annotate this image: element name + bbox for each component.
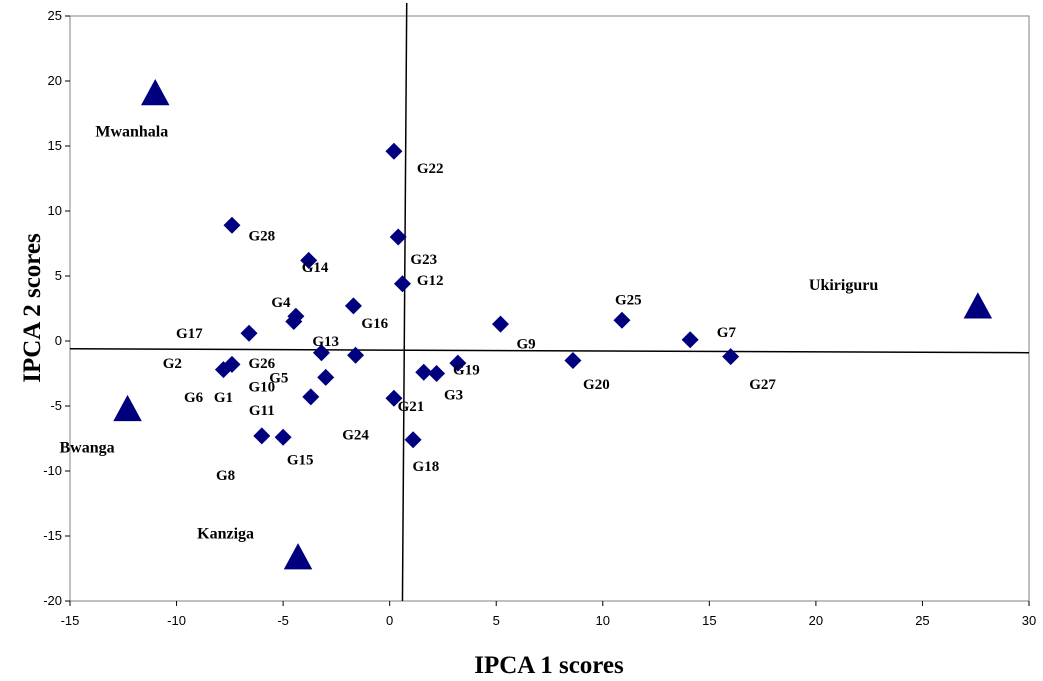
y-tick-label: -10 [43,463,62,478]
genotype-label: G7 [717,325,737,341]
genotype-diamond-marker [300,251,318,269]
environment-triangle-marker [283,543,313,570]
x-tick-label: 15 [702,613,716,628]
environment-label: Kanziga [197,525,254,542]
genotype-diamond-marker [312,344,330,362]
genotype-diamond-marker [317,368,335,386]
genotype-label: G1 [214,390,233,406]
x-tick-label: 10 [596,613,610,628]
y-axis-title: IPCA 2 scores [19,233,46,383]
genotype-label: G22 [417,161,444,177]
genotype-label: G4 [271,295,291,311]
genotype-label: G14 [302,260,329,276]
x-tick-label: 30 [1022,613,1036,628]
x-tick-label: 5 [493,613,500,628]
genotype-diamond-marker [285,313,303,330]
genotype-label: G21 [398,399,425,415]
y-tick-label: -15 [43,528,62,543]
genotype-label: G9 [516,337,535,353]
x-axis-title: IPCA 1 scores [474,652,624,679]
vertical-reference-line [401,2,408,602]
x-tick-label: 25 [915,613,929,628]
genotype-diamond-marker [681,331,699,349]
genotype-diamond-marker [404,431,422,449]
genotype-diamond-marker [223,216,241,234]
genotype-label: G8 [216,468,235,484]
genotype-label: G2 [163,356,182,372]
plot-area [69,15,1030,602]
environment-triangle-marker [113,394,142,422]
genotype-diamond-marker [302,388,320,406]
genotype-diamond-marker [428,365,446,382]
genotype-label: G11 [249,403,275,419]
genotype-label: G3 [444,387,463,403]
genotype-label: G27 [749,377,776,393]
genotype-diamond-marker [240,324,258,342]
y-tick-label: -20 [43,593,62,608]
genotype-diamond-marker [385,389,403,407]
genotype-label: G16 [361,316,388,332]
x-tick-label: -5 [277,613,289,628]
genotype-diamond-marker [449,354,467,372]
y-tick-label: 20 [48,73,62,88]
genotype-label: G5 [269,370,288,386]
genotype-label: G19 [453,363,480,379]
genotype-label: G26 [248,356,275,372]
genotype-label: G24 [342,428,369,444]
genotype-label: G18 [413,459,440,475]
y-tick-label: 10 [48,203,62,218]
y-tick-label: 5 [55,268,62,283]
environment-label: Mwanhala [95,124,168,141]
genotype-diamond-marker [347,346,365,364]
x-tick-label: -10 [167,613,186,628]
horizontal-reference-line [69,348,1030,354]
genotype-label: G15 [287,452,314,468]
genotype-diamond-marker [223,355,241,373]
genotype-label: G23 [410,252,437,268]
environment-label: Ukiriguru [809,277,878,294]
genotype-diamond-marker [253,427,271,445]
environment-label: Bwanga [59,440,114,457]
y-tick-label: -5 [50,398,62,413]
genotype-diamond-marker [491,315,509,333]
y-tick-label: 25 [48,8,62,23]
genotype-diamond-marker [722,348,740,366]
genotype-label: G17 [176,326,203,342]
environment-triangle-marker [963,292,993,319]
x-tick-label: -15 [61,613,80,628]
genotype-diamond-marker [274,428,292,446]
genotype-label: G28 [248,229,275,245]
x-tick-label: 0 [386,613,393,628]
genotype-diamond-marker [385,142,403,160]
genotype-diamond-marker [344,297,362,315]
genotype-diamond-marker [613,311,631,329]
x-tick-label: 20 [809,613,823,628]
genotype-diamond-marker [389,228,407,246]
genotype-label: G20 [583,377,610,393]
genotype-diamond-marker [393,275,411,293]
genotype-label: G12 [417,273,444,289]
genotype-label: G6 [184,390,204,406]
genotype-diamond-marker [564,352,582,369]
genotype-label: G13 [312,334,339,350]
genotype-diamond-marker [415,363,433,381]
environment-triangle-marker [140,79,170,106]
genotype-label: G10 [248,380,275,396]
y-tick-label: 0 [55,333,62,348]
genotype-label: G25 [615,292,642,308]
y-tick-label: 15 [48,138,62,153]
